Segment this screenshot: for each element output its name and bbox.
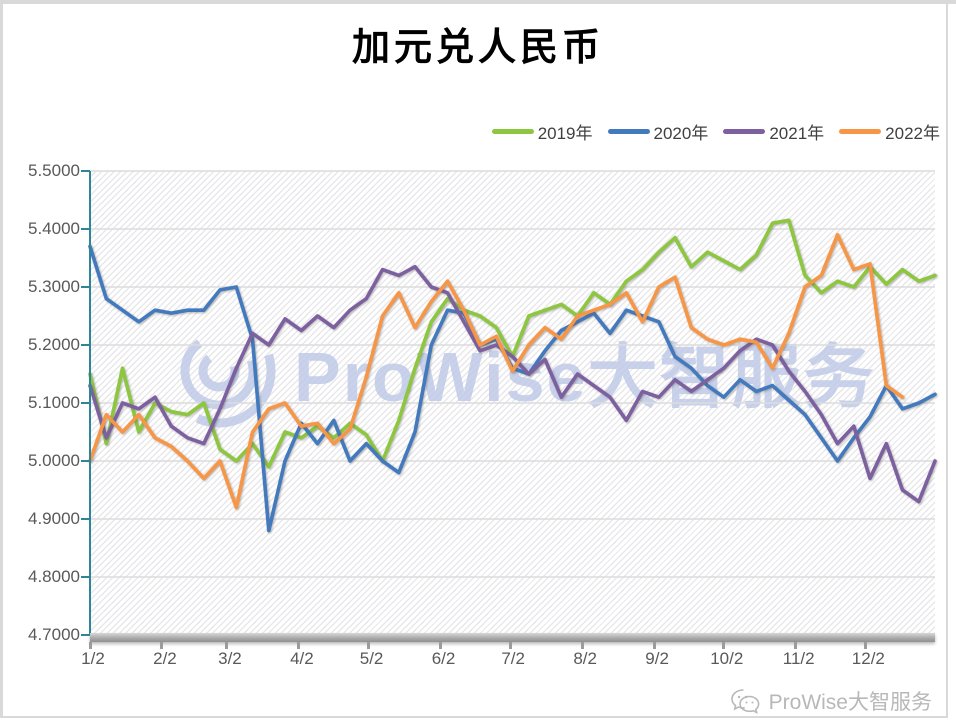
y-axis-tick [81,228,90,230]
y-axis-label: 5.2000 [28,335,80,354]
chart-title: 加元兑人民币 [351,27,604,69]
frame-border-top [0,0,956,4]
wechat-icon [730,688,760,714]
y-axis-tick [81,402,90,404]
x-axis-label: 8/2 [573,649,597,668]
legend-line-swatch [723,129,766,134]
x-axis-label: 10/2 [710,649,744,668]
legend-item: 2019年 [491,119,593,144]
x-axis-tick [225,642,229,649]
y-axis-label: 5.5000 [28,161,80,180]
y-axis-tick [81,576,90,578]
x-axis-label: 11/2 [782,649,815,668]
x-axis-tick [439,642,443,649]
plot-area [91,171,935,635]
x-axis-bar [90,633,935,642]
legend-label: 2021年 [769,124,825,143]
x-axis-tick [794,642,798,649]
x-axis-tick [652,642,656,649]
x-axis-tick [863,642,867,649]
x-axis-label: 4/2 [290,649,314,668]
frame-border-right [946,4,948,718]
x-axis-label: 3/2 [218,649,242,668]
x-axis-label: 2/2 [153,649,177,668]
legend-line-swatch [491,129,534,134]
x-axis-label: 1/2 [81,649,105,668]
legend-item: 2020年 [607,119,709,144]
legend-label: 2022年 [885,124,940,143]
x-axis-label: 5/2 [359,649,384,668]
y-axis-label: 5.4000 [28,219,80,238]
footer-watermark: ProWise大智服务 [730,686,932,716]
legend-label: 2019年 [537,124,593,143]
y-axis-line [89,171,91,635]
x-axis-tick [367,642,371,649]
legend-item: 2021年 [723,119,824,144]
y-axis-label: 5.3000 [28,277,80,296]
legend-label: 2020年 [653,124,709,143]
y-axis-tick [81,170,90,172]
y-axis-tick [81,634,90,636]
x-axis-label: 6/2 [431,649,456,668]
x-axis-label: 12/2 [851,649,885,668]
y-axis-label: 4.7000 [28,625,80,644]
x-axis-label: 7/2 [501,649,525,668]
x-axis-tick [508,642,512,649]
y-axis-tick [81,286,90,288]
y-axis-tick [81,344,90,346]
y-axis-tick [81,518,90,520]
y-axis-label: 5.0000 [28,451,80,470]
x-axis-tick [580,642,584,649]
y-axis-tick [81,460,90,462]
y-axis-label: 4.9000 [28,509,80,528]
y-axis-label: 4.8000 [28,567,80,586]
y-axis-label: 5.1000 [28,393,80,412]
legend-line-swatch [839,129,882,134]
chart-legend: 2019年 2020年 2021年 2022年 [491,119,940,144]
x-axis-tick [88,642,92,649]
footer-watermark-text: ProWise大智服务 [768,691,932,714]
x-axis-tick [160,642,164,649]
frame-border-left [0,0,3,718]
x-axis-tick [722,642,726,649]
legend-line-swatch [607,129,650,134]
legend-item: 2022年 [839,119,940,144]
x-axis-tick [297,642,301,649]
frame-border-bottom [3,716,948,718]
x-axis-label: 9/2 [645,649,669,668]
